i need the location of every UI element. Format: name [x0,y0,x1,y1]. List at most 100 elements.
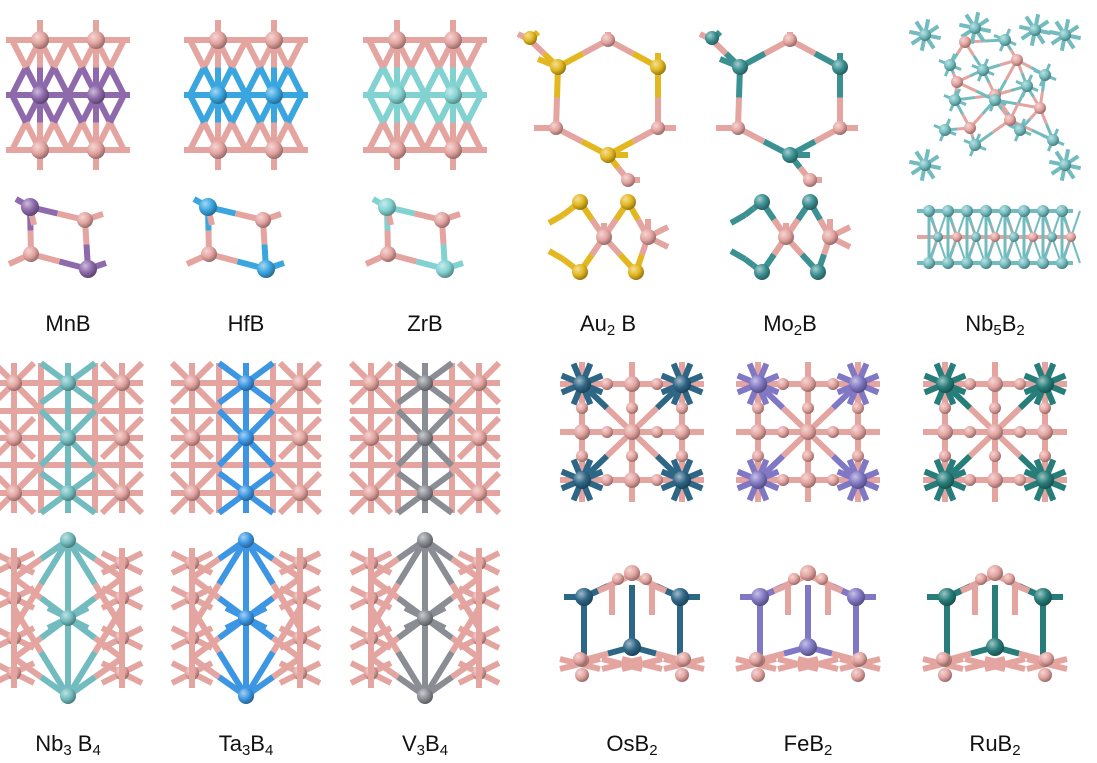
top-view [698,29,858,187]
atom [87,31,105,49]
atom [601,378,613,390]
atom [853,652,867,666]
bond [38,538,71,586]
label-subscript: 3 [241,742,251,759]
atom [1034,102,1046,114]
atom [184,375,200,391]
bond [9,121,29,152]
atom [363,430,379,446]
atom [833,121,847,135]
atom [650,59,666,75]
label-text: OsB [606,731,650,756]
atom [782,147,798,163]
atom [942,205,954,217]
atom [265,31,283,49]
top-view [363,20,487,170]
bond [229,93,249,124]
label-text: RuB [969,731,1013,756]
atom [731,121,745,135]
atom [800,424,816,440]
atom [199,198,217,216]
atom [847,588,865,606]
bond [422,650,455,698]
atom [1066,232,1076,242]
atom [238,485,254,501]
atom [832,59,848,75]
bond [11,606,44,654]
bond [51,38,71,69]
atom [1011,54,1023,66]
atom [238,610,254,626]
atom [60,610,76,626]
atom [523,31,537,45]
atom [851,668,865,682]
bond [449,606,482,654]
atom [936,375,954,393]
bond [93,556,124,581]
atom [201,246,217,262]
atom [651,426,663,438]
atom [572,194,588,210]
atom [1036,375,1054,393]
atom [944,59,956,71]
atom [852,450,864,462]
atom [980,257,992,269]
label-text: Nb [965,311,994,336]
bond [9,66,29,97]
label-text: B [250,731,265,756]
atom [1056,205,1068,217]
atom [87,86,105,104]
atom [601,426,613,438]
atom [6,430,22,446]
label-text: Au [579,311,607,336]
atom [969,22,981,34]
atom [628,264,644,280]
atom [800,472,816,488]
atom [754,264,770,280]
bond [729,212,747,226]
structure-label: ZrB [407,313,442,335]
bond [285,121,305,152]
side-view [0,532,144,704]
atom [651,474,663,486]
atom [1040,652,1054,666]
bond [9,38,29,69]
side-view [7,196,107,278]
atom [60,430,76,446]
atom [292,485,308,501]
bond [190,556,221,581]
atom [378,198,396,216]
structure-label: Au2 B [579,311,636,339]
atom [575,668,589,682]
atom [1003,573,1015,585]
atom [60,485,76,501]
label-text: ZrB [407,311,443,336]
bond [243,38,263,69]
atom [999,34,1011,46]
atom [752,450,764,462]
atom [777,426,789,438]
atom [238,688,254,704]
atom [1029,24,1041,36]
atom [942,257,954,269]
bond [408,121,428,152]
label-text: HfB [227,311,265,336]
bond [65,650,98,698]
atom [21,198,39,216]
label-subscript: 3 [63,742,72,759]
atom [444,141,462,159]
atom [923,257,935,269]
top-view [908,11,1082,182]
atom [612,573,624,585]
atom [673,471,691,489]
atom [788,573,800,585]
bond [187,66,207,97]
bond [408,66,428,97]
atom [783,33,797,47]
atom [87,141,105,159]
bond [65,93,85,124]
atom [471,485,487,501]
atom [975,573,987,585]
atom [822,229,838,245]
